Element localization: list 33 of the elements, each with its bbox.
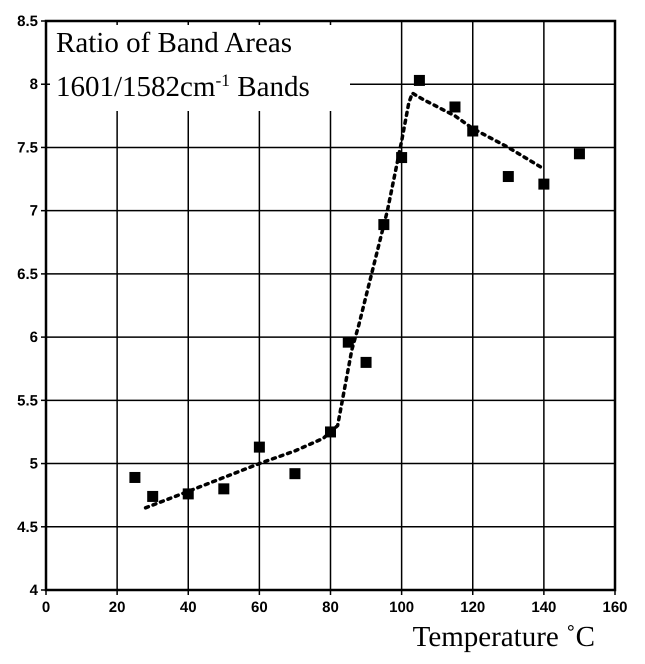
point: [289, 468, 300, 480]
y-tick-label: 5.5: [17, 392, 38, 410]
chart-title: Ratio of Band Areas: [56, 27, 292, 59]
x-tick-label: 120: [460, 599, 486, 616]
x-tick-label: 20: [108, 599, 126, 616]
point: [574, 148, 585, 160]
point: [360, 356, 372, 368]
x-axis-title: Temperature ˚C: [412, 621, 595, 653]
y-tick-label: 6.5: [17, 266, 38, 283]
point: [147, 490, 158, 502]
y-tick-label: 4: [30, 582, 39, 599]
point: [414, 74, 425, 86]
point: [449, 101, 460, 112]
point: [218, 483, 230, 494]
point: [129, 472, 140, 483]
point: [538, 178, 550, 190]
text: 1601/1582cm$^{-1}$ Bands: [56, 70, 310, 103]
x-tick-label: 160: [602, 599, 628, 616]
y-tick-label: 8: [30, 76, 38, 94]
y-tick-label: 8.5: [17, 13, 38, 30]
y-tick-label: 4.5: [17, 518, 38, 536]
x-tick-label: 140: [531, 599, 556, 616]
point: [254, 442, 265, 453]
y-tick-label: 7: [30, 202, 38, 220]
x-tick-label: 80: [322, 599, 339, 616]
y-tick-label: 7.5: [17, 139, 38, 156]
y-tick-label: 5: [30, 456, 38, 473]
x-tick-label: 60: [251, 599, 268, 616]
x-tick-label: 100: [389, 599, 414, 616]
x-tick-label: 40: [180, 599, 197, 616]
point: [502, 171, 514, 182]
x-tick-label: 0: [42, 599, 50, 616]
y-tick-label: 6: [30, 329, 38, 346]
